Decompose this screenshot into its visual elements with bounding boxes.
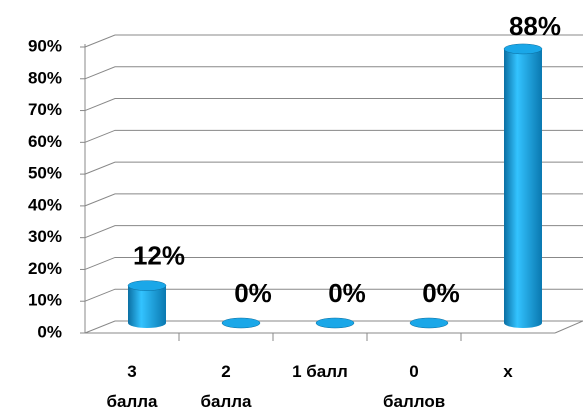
grid-line: [84, 193, 583, 207]
grid-line: [84, 161, 583, 175]
y-tick-label: 60%: [28, 132, 62, 151]
y-tick-label: 50%: [28, 164, 62, 183]
y-tick-label: 80%: [28, 68, 62, 87]
y-tick-label: 0%: [37, 322, 62, 341]
grid-line: [84, 129, 583, 143]
value-label: 12%: [133, 241, 185, 271]
bar: [221, 317, 261, 329]
x-tick-label: 3 балла: [106, 362, 158, 411]
bar: [127, 280, 167, 328]
floor-edge: [554, 320, 583, 334]
bar: [315, 317, 355, 329]
grid-line: [84, 225, 583, 239]
y-tick-label: 70%: [28, 100, 62, 119]
bar: [409, 317, 449, 329]
grid-line: [84, 98, 583, 112]
y-tick-label: 90%: [28, 36, 62, 55]
value-label: 0%: [234, 278, 272, 308]
value-label: 88%: [509, 11, 561, 41]
value-label: 0%: [422, 278, 460, 308]
y-tick-label: 40%: [28, 195, 62, 214]
grid-line: [84, 256, 583, 270]
value-label: 0%: [328, 278, 366, 308]
y-tick-label: 20%: [28, 259, 62, 278]
bar: [503, 43, 543, 328]
grid-line: [84, 66, 583, 80]
grid-line: [84, 288, 583, 302]
grid-line: [84, 34, 583, 48]
y-tick-label: 10%: [28, 291, 62, 310]
x-tick-label: х: [503, 362, 513, 381]
y-tick-label: 30%: [28, 227, 62, 246]
x-tick-label: 2 балла: [200, 362, 252, 411]
x-tick-label: 1 балл: [292, 362, 348, 381]
x-tick-label: 0 баллов: [383, 362, 446, 411]
